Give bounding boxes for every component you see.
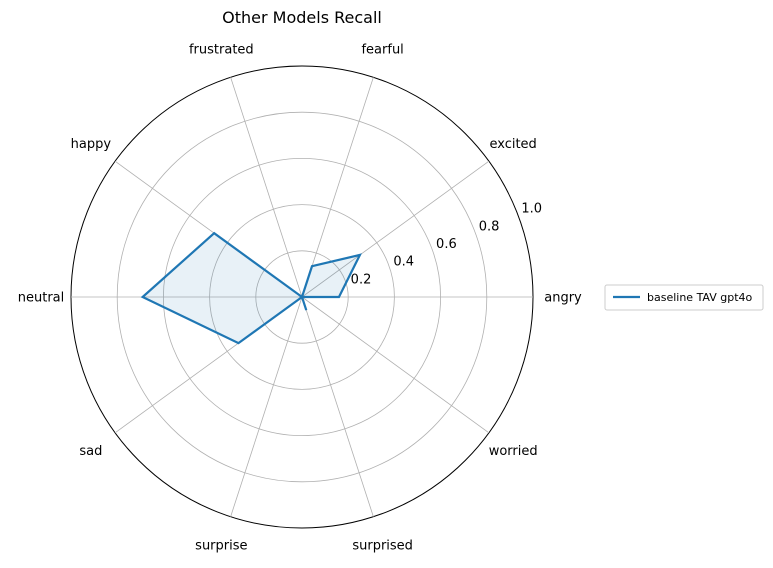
grid-spoke	[230, 77, 303, 298]
legend: baseline TAV gpt4o	[604, 284, 764, 311]
grid-spoke	[301, 296, 374, 517]
category-label-excited: excited	[489, 137, 536, 152]
grid-spoke	[301, 160, 490, 298]
grid-spoke	[301, 77, 374, 298]
radial-tick-label: 0.8	[479, 219, 500, 234]
category-label-surprise: surprise	[195, 539, 247, 554]
grid-spoke	[301, 296, 490, 434]
radial-tick-label: 0.6	[436, 237, 457, 252]
category-label-fearful: fearful	[361, 42, 403, 57]
label-layer: angry excited fearful frustrated happy neutra…	[18, 42, 582, 553]
category-label-neutral: neutral	[18, 291, 65, 306]
category-label-surprised: surprised	[352, 539, 413, 554]
radial-tick-label: 0.4	[393, 255, 414, 270]
legend-label: baseline TAV gpt4o	[647, 291, 753, 304]
category-label-sad: sad	[79, 444, 102, 459]
grid-spoke	[230, 296, 303, 517]
category-label-frustrated: frustrated	[189, 42, 254, 57]
series-fill	[142, 233, 360, 344]
legend-box	[604, 284, 764, 311]
category-label-happy: happy	[71, 137, 112, 152]
chart-title: Other Models Recall	[222, 8, 382, 27]
radial-tick-label: 0.2	[351, 272, 372, 287]
category-label-worried: worried	[489, 444, 538, 459]
series-layer	[140, 231, 362, 345]
category-label-angry: angry	[544, 291, 582, 306]
radial-tick-label: 1.0	[521, 202, 542, 217]
